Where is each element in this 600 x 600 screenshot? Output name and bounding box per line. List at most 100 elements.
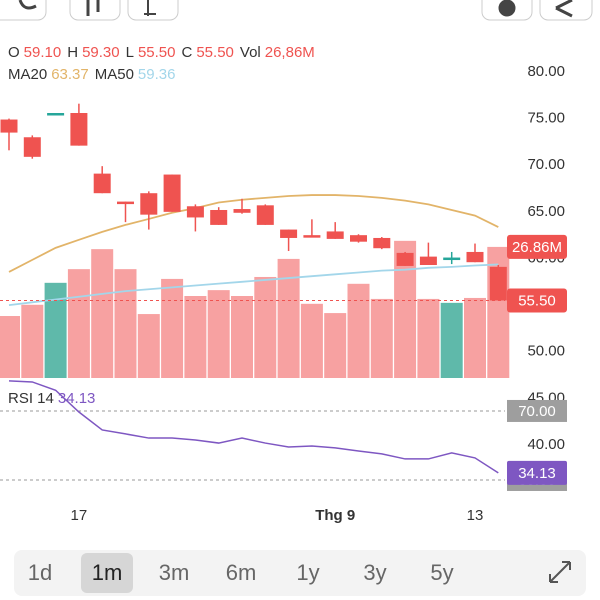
candle-body <box>140 193 158 215</box>
candle-body <box>233 209 251 213</box>
candle-tool[interactable] <box>69 0 121 21</box>
indicator-tool[interactable] <box>127 0 179 21</box>
volume-bar <box>300 303 323 378</box>
share[interactable] <box>539 0 593 21</box>
last-volume-tag <box>507 234 567 259</box>
ohlc-legend: O 59.10 H 59.30 L 55.50 C 55.50 Vol 26,86M <box>8 44 315 61</box>
volume-bar <box>254 276 277 378</box>
volume-bar <box>231 296 253 378</box>
rsi-name: RSI 14 <box>8 390 54 407</box>
toolbar-icons <box>18 0 573 18</box>
x-tick-label: 13 <box>467 507 484 524</box>
candle-body <box>303 235 321 238</box>
volume-bar <box>44 282 67 378</box>
ma-value: 63.37 <box>51 66 89 83</box>
range-button[interactable]: 5y <box>430 560 453 585</box>
share-icon <box>555 0 573 18</box>
last-price-label: 55.50 <box>518 292 556 309</box>
volume-bar <box>114 269 137 378</box>
ma-name: MA20 <box>8 66 47 83</box>
candle-body <box>0 119 18 133</box>
candle-body <box>210 209 228 225</box>
range-bar <box>14 550 586 596</box>
ohlc-key: H <box>67 44 78 61</box>
ohlc-key: L <box>126 44 134 61</box>
rsi-value-label: 34.13 <box>518 465 556 482</box>
volume-bar <box>277 258 300 378</box>
ohlc-value: 59.10 <box>24 44 62 61</box>
volume-bar <box>184 296 207 378</box>
candle-body <box>117 201 134 205</box>
candle-body <box>186 206 204 218</box>
last-volume-label: 26.86M <box>512 239 562 256</box>
rsi-tick-tag <box>507 399 567 422</box>
rsi-legend-value: 34.13 <box>58 390 96 407</box>
candle-body <box>466 251 484 263</box>
ohlc-key: Vol <box>240 44 261 61</box>
ma-line <box>8 263 499 306</box>
volume-bar <box>370 298 393 378</box>
hand-tool[interactable] <box>0 0 47 21</box>
candle-body <box>93 173 111 194</box>
volume-bar <box>440 302 463 378</box>
volume-bar <box>0 316 20 378</box>
range-button[interactable]: 3m <box>159 560 190 585</box>
candle-body <box>396 252 414 266</box>
range-button[interactable]: 6m <box>226 560 257 585</box>
rsi-tag <box>507 460 567 485</box>
candle-body <box>443 257 461 261</box>
candle-body <box>47 113 65 116</box>
x-tick-label: 17 <box>71 507 88 524</box>
range-button[interactable]: 3y <box>363 560 386 585</box>
candle-body <box>256 205 274 225</box>
gear-icon <box>498 0 516 17</box>
volume-bar <box>207 290 230 378</box>
expand-icon[interactable] <box>549 561 571 583</box>
ohlc-key: O <box>8 44 20 61</box>
range-button[interactable]: 1m <box>92 560 123 585</box>
range-button[interactable]: 1d <box>28 560 52 585</box>
candle-body <box>489 266 507 301</box>
volume-bar <box>21 304 44 378</box>
ma-value: 59.36 <box>138 66 176 83</box>
candle-body <box>23 137 41 157</box>
candle-body <box>70 113 88 146</box>
ohlc-value: 55.50 <box>196 44 234 61</box>
x-tick-label: Thg 9 <box>315 507 355 524</box>
rsi-legend: RSI 14 34.13 <box>8 390 95 407</box>
rsi-tick-label: 70.00 <box>518 403 556 420</box>
rsi-line <box>8 380 499 474</box>
volume-bar <box>161 278 184 378</box>
ma-line <box>8 194 499 273</box>
candle-body <box>373 237 391 249</box>
ohlc-value: 26,86M <box>265 44 315 61</box>
y-tick-label: 50.00 <box>527 343 565 360</box>
y-tick-label: 65.00 <box>527 203 565 220</box>
volume-bar <box>417 298 440 378</box>
candle-body <box>163 174 181 212</box>
ohlc-value: 59.30 <box>82 44 120 61</box>
volume-bar <box>324 313 347 378</box>
range-button[interactable]: 1y <box>296 560 319 585</box>
ohlc-key: C <box>182 44 193 61</box>
volume-bar <box>67 269 90 378</box>
volume-bar <box>394 240 417 378</box>
ma-legend: MA20 63.37 MA50 59.36 <box>8 66 175 83</box>
y-tick-label: 75.00 <box>527 110 565 127</box>
volume-bar <box>91 249 114 378</box>
volume-bar <box>464 297 486 378</box>
candle-body <box>326 231 344 239</box>
volume-bar <box>347 283 370 378</box>
fx-icon <box>144 0 156 16</box>
last-price-tag <box>507 288 567 313</box>
candle-body <box>280 229 298 238</box>
candle-body <box>419 256 437 266</box>
y-tick-label: 40.00 <box>527 436 565 453</box>
ohlc-value: 55.50 <box>138 44 176 61</box>
y-tick-label: 80.00 <box>527 63 565 80</box>
hand-icon <box>18 0 37 10</box>
y-tick-label: 70.00 <box>527 156 565 173</box>
ma-name: MA50 <box>95 66 134 83</box>
candle-icon <box>86 0 100 16</box>
